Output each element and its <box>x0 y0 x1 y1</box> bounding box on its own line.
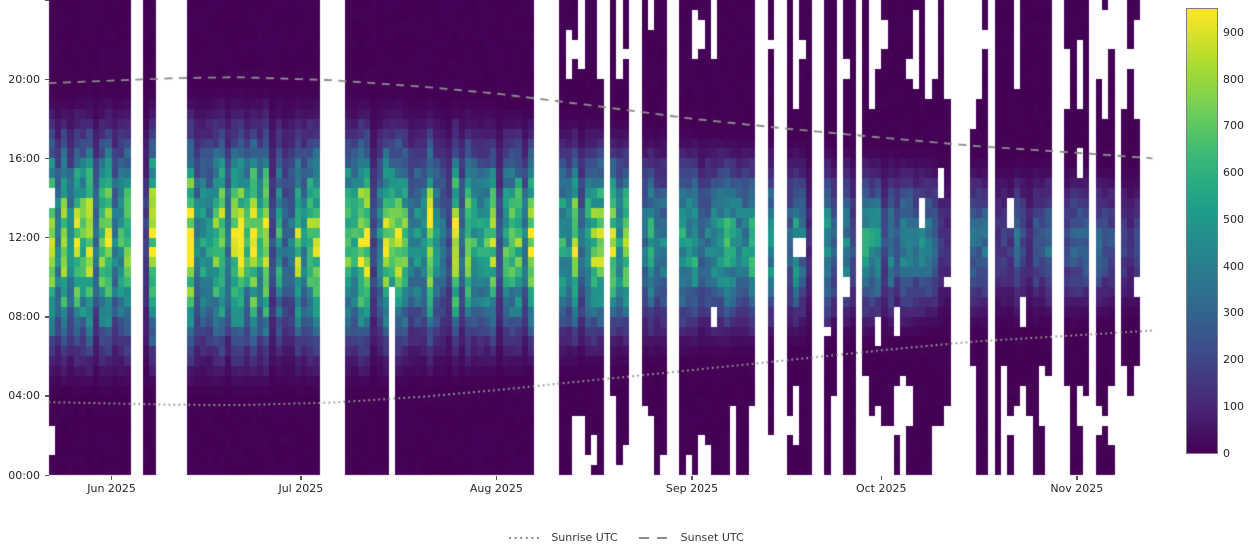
x-tick-mark <box>880 476 883 480</box>
x-tick-label: Oct 2025 <box>855 482 907 495</box>
colorbar-tick-label: 700 <box>1223 119 1244 133</box>
legend: Sunrise UTC Sunset UTC <box>0 527 1252 547</box>
x-tick-label: Sep 2025 <box>665 482 719 495</box>
y-tick-mark <box>45 474 49 476</box>
y-tick-label: 00:00 <box>8 468 40 482</box>
heatmap-canvas <box>0 0 1160 476</box>
sunset-dashed-line-icon <box>638 531 672 544</box>
y-tick-mark <box>45 237 49 239</box>
colorbar-tick-label: 100 <box>1223 399 1244 413</box>
colorbar <box>1186 8 1218 454</box>
x-tick-label: Aug 2025 <box>469 482 523 495</box>
y-tick-mark <box>45 395 49 397</box>
legend-item-sunrise: Sunrise UTC <box>508 530 618 544</box>
x-tick-mark <box>300 476 302 480</box>
y-tick-label: 08:00 <box>8 310 40 324</box>
colorbar-tick-label: 200 <box>1223 353 1244 367</box>
y-tick-label: 20:00 <box>8 72 40 86</box>
colorbar-tick-label: 800 <box>1223 72 1244 86</box>
x-tick-mark <box>111 476 113 480</box>
y-tick-mark <box>45 157 49 160</box>
y-tick-label: 16:00 <box>8 151 40 165</box>
y-tick-mark <box>45 78 49 81</box>
colorbar-tick-label: 300 <box>1223 306 1244 320</box>
legend-label-sunset: Sunset UTC <box>680 530 744 544</box>
x-tick-label: Jul 2025 <box>278 482 324 495</box>
x-tick-mark <box>495 476 498 480</box>
colorbar-gradient <box>1187 9 1217 453</box>
y-tick-label: 04:00 <box>8 389 40 403</box>
y-tick-mark <box>45 316 49 318</box>
x-tick-mark <box>691 476 693 480</box>
x-tick-label: Jun 2025 <box>87 482 136 495</box>
legend-label-sunrise: Sunrise UTC <box>551 530 618 544</box>
y-tick-label: 12:00 <box>8 231 40 244</box>
legend-item-sunset: Sunset UTC <box>638 531 744 544</box>
colorbar-tick-label: 900 <box>1223 25 1244 39</box>
colorbar-tick-label: 400 <box>1223 259 1244 273</box>
y-tick-mark <box>45 0 49 2</box>
colorbar-tick-label: 500 <box>1223 212 1244 226</box>
sunrise-dotted-line-icon <box>508 531 542 544</box>
x-tick-mark <box>1076 476 1078 480</box>
colorbar-tick-label: 600 <box>1223 166 1244 180</box>
x-tick-label: Nov 2025 <box>1050 482 1104 495</box>
colorbar-tick-label: 0 <box>1223 446 1230 460</box>
